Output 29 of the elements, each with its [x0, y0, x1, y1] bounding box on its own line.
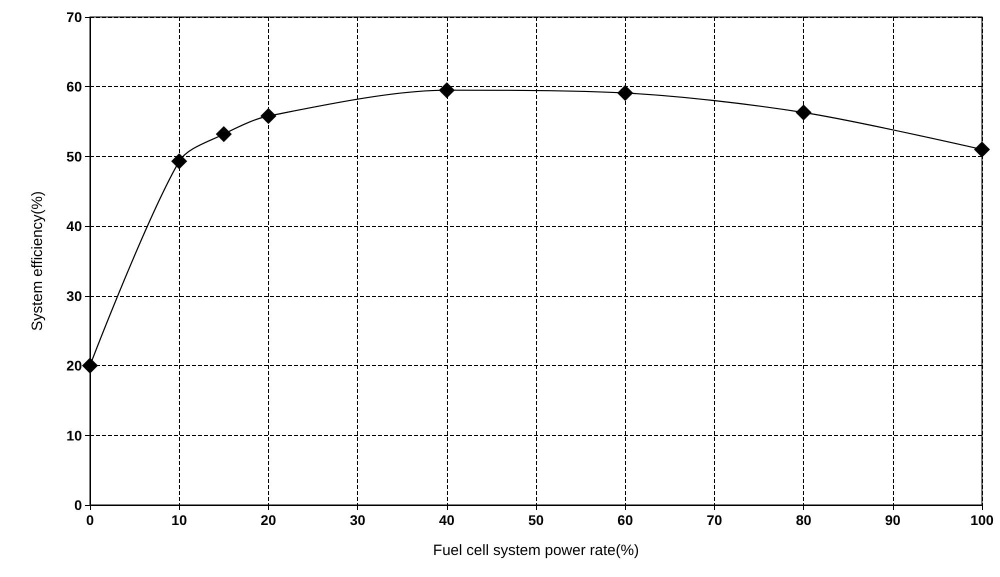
- point: [974, 141, 990, 158]
- y-tick-label: 60: [66, 78, 82, 95]
- y-tick-label: 0: [74, 497, 82, 513]
- x-tick-label: 60: [617, 512, 634, 528]
- point: [260, 108, 276, 124]
- y-tick-label: 30: [66, 288, 82, 304]
- point: [216, 126, 232, 142]
- y-tick-label: 10: [66, 427, 82, 444]
- x-tick-label: 90: [885, 512, 901, 528]
- x-tick-label: 10: [171, 512, 188, 528]
- x-tick-label: 30: [350, 512, 366, 528]
- y-axis-title: System efficiency(%): [29, 191, 46, 331]
- x-tick-label: 100: [970, 512, 994, 528]
- x-tick-label: 0: [86, 512, 94, 528]
- point: [796, 104, 812, 121]
- x-tick-label: 20: [260, 512, 276, 528]
- y-tick-label: 20: [66, 358, 82, 374]
- y-tick-label: 40: [66, 218, 82, 234]
- point: [82, 358, 98, 374]
- x-tick-label: 70: [706, 512, 722, 528]
- point: [438, 82, 455, 98]
- x-tick-label: 80: [796, 512, 812, 528]
- x-tick-label: 40: [439, 512, 455, 528]
- x-tick-label: 50: [528, 512, 544, 528]
- y-tick-label: 50: [66, 148, 82, 164]
- x-axis-title: Fuel cell system power rate(%): [433, 542, 639, 559]
- point: [617, 84, 634, 101]
- point: [171, 153, 188, 170]
- y-tick-label: 70: [66, 9, 82, 25]
